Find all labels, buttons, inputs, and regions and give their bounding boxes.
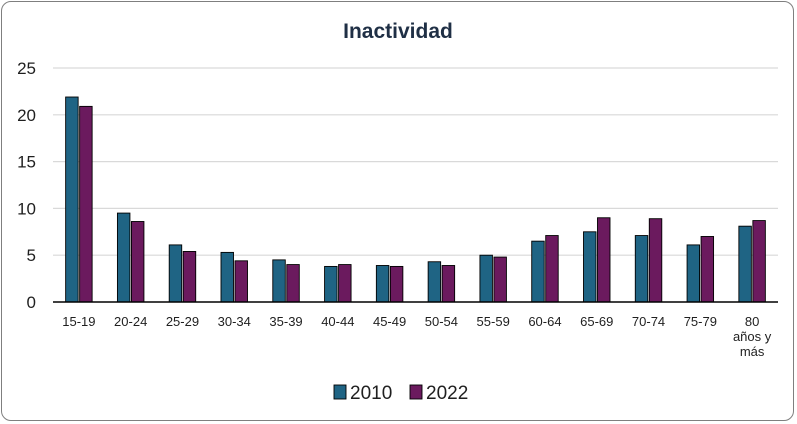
y-tick-label: 0 — [27, 293, 36, 312]
bar-2010-8 — [479, 254, 493, 303]
x-tick-label: años y — [733, 329, 772, 344]
x-axis-ticks: 15-19 20-24 25-29 30-34 35-39 40-44 45-49 50-54… — [62, 314, 771, 359]
bar-2010-10 — [583, 231, 597, 303]
x-tick-label: 25-29 — [166, 314, 199, 329]
y-tick-label: 20 — [17, 106, 36, 125]
bar-2010-12 — [686, 244, 701, 303]
bar-2022-0 — [79, 105, 93, 303]
x-tick-label: más — [740, 344, 765, 359]
chart-title: Inactividad — [343, 20, 453, 43]
legend-swatch-2022 — [409, 384, 423, 400]
y-tick-label: 15 — [17, 153, 36, 172]
bar-2010-4 — [272, 259, 286, 303]
bars — [65, 96, 766, 303]
bar-2010-13 — [738, 225, 752, 303]
x-tick-label: 30-34 — [218, 314, 251, 329]
bar-2010-1 — [116, 212, 131, 303]
bar-2022-9 — [545, 235, 559, 303]
bar-2022-6 — [389, 265, 404, 303]
bar-2022-12 — [700, 236, 715, 303]
bar-2022-11 — [648, 218, 663, 303]
bar-2010-9 — [531, 240, 545, 303]
legend: 2010 2022 — [333, 383, 468, 404]
bar-2010-0 — [65, 96, 79, 303]
bar-2010-5 — [324, 265, 338, 303]
bar-2022-3 — [234, 260, 248, 303]
x-tick-label: 15-19 — [62, 314, 95, 329]
x-tick-label: 35-39 — [269, 314, 302, 329]
bar-2010-6 — [375, 265, 390, 303]
x-tick-label: 80 — [745, 314, 759, 329]
legend-label-2022: 2022 — [426, 383, 468, 404]
bar-2022-1 — [130, 221, 145, 303]
bar-2022-8 — [493, 256, 507, 303]
bar-2022-7 — [441, 265, 456, 303]
legend-label-2010: 2010 — [350, 383, 392, 404]
bar-2022-10 — [597, 217, 611, 303]
y-tick-label: 25 — [17, 59, 36, 78]
x-tick-label: 20-24 — [114, 314, 147, 329]
y-tick-label: 5 — [27, 246, 36, 265]
x-tick-label: 75-79 — [684, 314, 717, 329]
x-tick-label: 55-59 — [477, 314, 510, 329]
gridlines — [53, 67, 778, 256]
bar-2010-7 — [427, 261, 442, 303]
bar-2022-5 — [338, 264, 352, 303]
bar-2010-11 — [634, 235, 649, 303]
y-tick-label: 10 — [17, 199, 36, 218]
x-tick-label: 40-44 — [321, 314, 354, 329]
bar-2022-2 — [182, 251, 197, 303]
bar-2010-3 — [220, 251, 234, 303]
x-tick-label: 60-64 — [528, 314, 561, 329]
legend-swatch-2010 — [333, 384, 347, 400]
bar-2022-13 — [752, 220, 766, 303]
x-tick-label: 70-74 — [632, 314, 665, 329]
y-axis-ticks: 0 5 10 15 20 25 — [17, 59, 36, 312]
x-tick-label: 65-69 — [580, 314, 613, 329]
bar-2022-4 — [286, 264, 300, 303]
x-tick-label: 50-54 — [425, 314, 458, 329]
bar-2010-2 — [168, 244, 183, 303]
x-tick-label: 45-49 — [373, 314, 406, 329]
